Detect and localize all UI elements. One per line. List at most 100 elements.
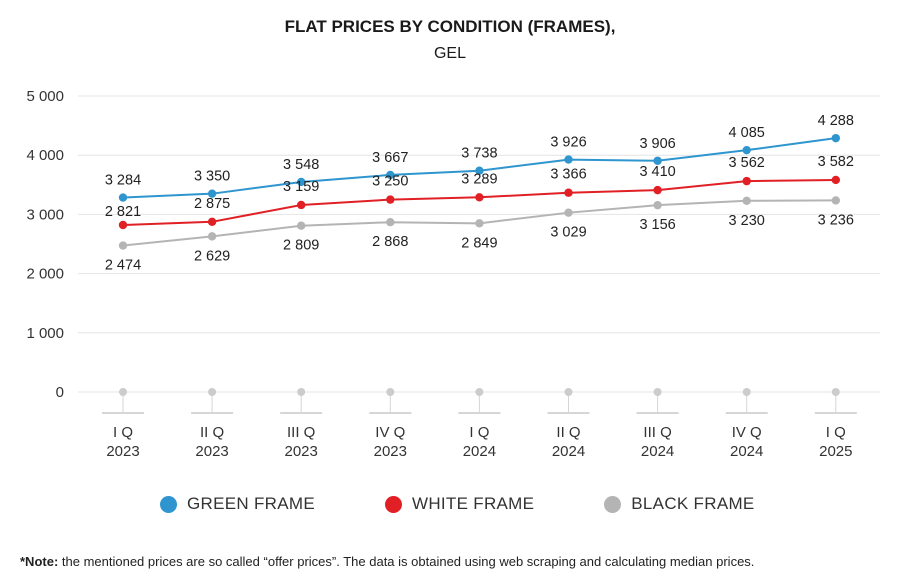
footnote-text: the mentioned prices are so called “offe… — [58, 554, 755, 569]
legend-item-white-frame: WHITE FRAME — [384, 494, 535, 514]
x-tick-label: 2023 — [195, 443, 228, 460]
baseline-marker — [475, 388, 484, 396]
line-chart: FLAT PRICES BY CONDITION (FRAMES), GEL 0… — [26, 17, 880, 460]
data-point — [831, 133, 840, 143]
axis-ticks: 0 1 000 2 000 3 000 4 000 5 000 I Q 2023 II Q 202… — [26, 88, 852, 460]
baseline-marker — [119, 388, 127, 396]
data-label: 3 738 — [461, 146, 497, 162]
data-label: 3 926 — [550, 135, 586, 151]
baseline-marker — [742, 388, 751, 396]
data-point — [653, 156, 662, 165]
data-point — [831, 196, 840, 205]
baseline-marker — [831, 388, 840, 396]
y-tick-label: 1 000 — [26, 325, 64, 342]
data-label: 3 159 — [283, 179, 319, 195]
x-tick-label: II Q — [200, 424, 224, 441]
x-tick-label: 2024 — [730, 443, 763, 460]
x-tick-label: III Q — [287, 424, 315, 441]
x-tick-label: 2024 — [641, 443, 674, 460]
data-label: 3 562 — [729, 155, 765, 171]
data-label: 2 875 — [194, 196, 230, 212]
data-point — [118, 193, 128, 202]
legend: GREEN FRAME WHITE FRAME BLACK FRAME — [160, 494, 825, 514]
data-point — [118, 220, 128, 230]
x-tick-label: I Q — [826, 424, 846, 441]
x-tick-label: 2023 — [285, 443, 318, 460]
data-point — [386, 218, 395, 227]
x-tick-label: III Q — [643, 424, 671, 441]
y-tick-label: 4 000 — [26, 147, 64, 164]
data-point — [653, 200, 662, 210]
baseline-marker — [653, 388, 662, 396]
x-tick-label: II Q — [556, 424, 580, 441]
baseline-marker — [297, 388, 306, 396]
x-tick-label: 2024 — [552, 443, 585, 460]
data-label: 3 350 — [194, 169, 230, 185]
legend-item-green-frame: GREEN FRAME — [160, 494, 315, 514]
data-point — [386, 170, 395, 180]
legend-swatch-white — [384, 495, 402, 513]
data-label: 2 868 — [372, 234, 408, 250]
data-point — [386, 195, 395, 204]
legend-item-black-frame: BLACK FRAME — [604, 494, 754, 514]
data-label: 2 849 — [461, 235, 497, 251]
data-point — [297, 221, 306, 230]
footnote-prefix: *Note: — [20, 554, 59, 569]
data-point — [297, 200, 306, 210]
x-tick-label: 2023 — [374, 443, 407, 460]
data-label: 3 410 — [639, 164, 675, 180]
data-label: 3 236 — [818, 212, 854, 228]
legend-label-black: BLACK FRAME — [631, 494, 755, 513]
data-point — [742, 145, 751, 155]
data-label: 4 288 — [818, 113, 854, 129]
x-tick-label: 2024 — [463, 443, 496, 460]
footnote: *Note: the mentioned prices are so calle… — [20, 554, 754, 569]
data-label: 2 809 — [283, 238, 319, 254]
data-label: 3 284 — [105, 173, 141, 189]
x-tick-label: 2025 — [819, 443, 852, 460]
data-point — [118, 241, 128, 250]
data-point — [207, 232, 217, 241]
chart-subtitle: GEL — [434, 45, 466, 62]
x-tick-label: I Q — [113, 424, 133, 441]
data-label: 4 085 — [729, 125, 765, 141]
data-point — [564, 188, 573, 197]
chart-title: FLAT PRICES BY CONDITION (FRAMES), — [285, 17, 616, 36]
baseline-marker — [208, 388, 217, 396]
data-labels: 3 284 3 350 3 548 3 667 3 738 3 926 3 906 4 085… — [105, 113, 854, 273]
data-point — [831, 175, 840, 185]
x-tick-label: 2023 — [106, 443, 139, 460]
x-tick-label: IV Q — [375, 424, 405, 441]
data-label: 3 230 — [729, 213, 765, 229]
data-label: 2 474 — [105, 258, 141, 274]
data-label: 3 582 — [818, 154, 854, 170]
data-label: 2 629 — [194, 248, 230, 264]
data-label: 2 821 — [105, 204, 141, 220]
legend-swatch-black — [604, 495, 622, 513]
data-label: 3 156 — [639, 217, 675, 233]
data-label: 3 029 — [550, 225, 586, 241]
data-point — [475, 166, 484, 175]
legend-swatch-green — [160, 495, 177, 513]
data-point — [475, 219, 484, 228]
data-point — [475, 193, 484, 202]
y-tick-label: 5 000 — [26, 88, 64, 105]
baseline-marker — [386, 388, 395, 396]
data-label: 3 366 — [550, 167, 586, 183]
legend-label-white: WHITE FRAME — [411, 494, 535, 513]
legend-label-green: GREEN FRAME — [187, 494, 315, 513]
x-tick-label: IV Q — [732, 424, 762, 441]
data-label: 3 906 — [639, 136, 675, 152]
data-point — [653, 185, 662, 195]
series-lines — [118, 133, 840, 250]
data-label: 3 548 — [283, 157, 319, 173]
x-tick-label: I Q — [469, 424, 489, 441]
data-point — [742, 176, 751, 186]
gridlines — [78, 95, 880, 414]
data-label: 3 250 — [372, 174, 408, 190]
data-point — [564, 155, 573, 164]
data-point — [742, 196, 751, 205]
baseline-marker — [564, 388, 573, 396]
data-label: 3 289 — [461, 171, 497, 187]
y-tick-label: 2 000 — [26, 266, 64, 283]
